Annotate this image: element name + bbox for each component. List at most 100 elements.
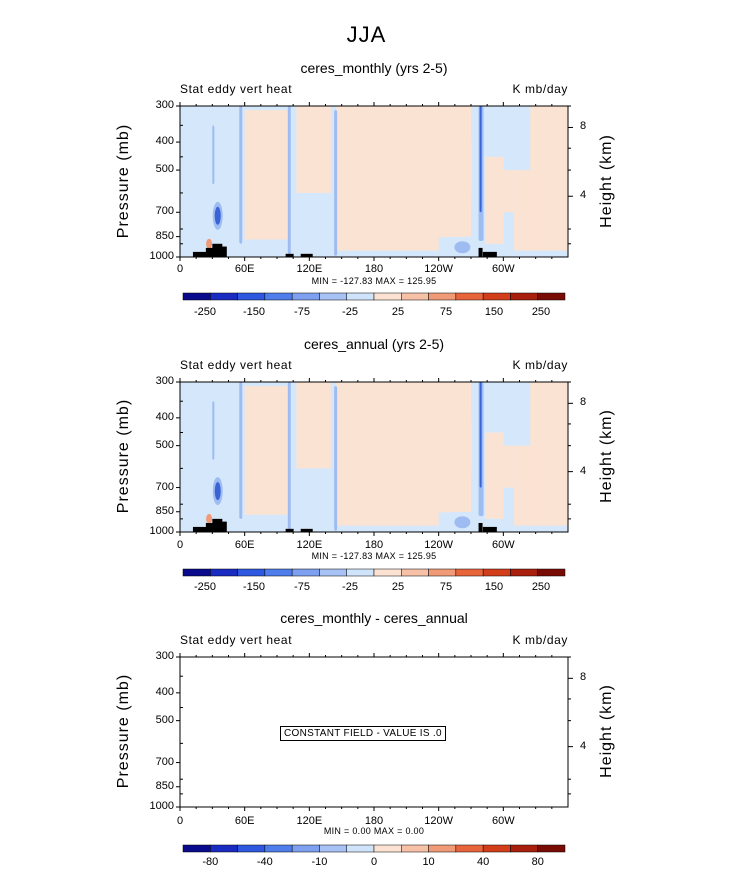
heatmap-cell bbox=[287, 382, 291, 532]
y-tick-label: 500 bbox=[155, 163, 174, 176]
constant-field-label: CONSTANT FIELD - VALUE IS .0 bbox=[280, 726, 446, 741]
min-max-label: MIN = -127.83 MAX = 125.95 bbox=[311, 276, 437, 286]
heatmap-cell bbox=[214, 482, 221, 501]
right-tick-label: 8 bbox=[580, 120, 587, 133]
labelbar-box bbox=[264, 568, 293, 577]
heatmap-cell bbox=[454, 241, 471, 254]
labelbar-box bbox=[373, 844, 402, 853]
heatmap-cell bbox=[485, 156, 504, 244]
x-tick-label: 60E bbox=[234, 263, 255, 275]
labelbar-label: -250 bbox=[193, 306, 217, 318]
y-tick-label: 400 bbox=[155, 685, 174, 698]
labelbar-label: -25 bbox=[342, 306, 358, 318]
labelbar-box bbox=[291, 844, 320, 853]
labelbar-box bbox=[401, 844, 429, 853]
right-string: K mb/day bbox=[512, 633, 568, 647]
left-string: Stat eddy vert heat bbox=[180, 358, 293, 372]
labelbar-box bbox=[428, 844, 457, 853]
labelbar-label: 75 bbox=[439, 581, 453, 593]
heatmap-cell bbox=[514, 445, 533, 526]
topography bbox=[478, 522, 483, 532]
y-tick-label: 500 bbox=[155, 713, 174, 726]
labelbar-label: -150 bbox=[242, 306, 266, 318]
labelbar-box bbox=[182, 568, 211, 577]
topography bbox=[482, 251, 497, 257]
topography bbox=[205, 247, 214, 257]
x-tick-label: 60E bbox=[234, 539, 255, 551]
heatmap-cell bbox=[212, 125, 215, 185]
heatmap-cell bbox=[485, 432, 504, 519]
panel-title: ceres_monthly - ceres_annual bbox=[280, 610, 468, 626]
y-tick-label: 850 bbox=[155, 504, 174, 517]
heatmap-cell bbox=[244, 386, 288, 515]
heatmap-cell bbox=[334, 110, 338, 256]
min-max-label: MIN = 0.00 MAX = 0.00 bbox=[323, 826, 425, 836]
labelbar-box bbox=[346, 292, 375, 301]
labelbar-label: 10 bbox=[422, 856, 435, 868]
heatmap-cell bbox=[479, 382, 482, 488]
labelbar-box bbox=[182, 292, 211, 301]
labelbar-label: 0 bbox=[370, 856, 378, 868]
heatmap-cell bbox=[214, 206, 221, 225]
right-tick-label: 8 bbox=[580, 396, 587, 409]
labelbar-label: 150 bbox=[484, 306, 504, 318]
y-tick-label: 700 bbox=[155, 480, 174, 493]
labelbar-label: -40 bbox=[256, 856, 273, 868]
x-tick-label: 120W bbox=[424, 539, 454, 551]
heatmap-cell bbox=[341, 108, 472, 240]
y-tick-label: 1000 bbox=[149, 250, 174, 262]
labelbar-box bbox=[264, 292, 293, 301]
right-axis-title: Height (km) bbox=[598, 409, 615, 503]
min-max-label: MIN = -127.83 MAX = 125.95 bbox=[311, 551, 437, 561]
y-tick-label: 300 bbox=[155, 375, 174, 387]
right-tick-label: 4 bbox=[580, 464, 587, 477]
labelbar-box bbox=[237, 292, 266, 301]
panel-title: ceres_monthly (yrs 2-5) bbox=[300, 60, 448, 76]
heatmap-cell bbox=[244, 110, 288, 240]
labelbar-label: 25 bbox=[391, 306, 405, 318]
labelbar-label: 80 bbox=[531, 856, 544, 868]
labelbar-box bbox=[482, 292, 511, 301]
left-string: Stat eddy vert heat bbox=[180, 633, 293, 647]
labelbar-box bbox=[210, 568, 238, 577]
labelbar-label: 25 bbox=[391, 581, 405, 593]
labelbar-label: 250 bbox=[531, 306, 551, 318]
labelbar-box bbox=[482, 568, 511, 577]
labelbar-box bbox=[455, 568, 484, 577]
labelbar-box bbox=[428, 568, 457, 577]
labelbar-box bbox=[237, 844, 266, 853]
labelbar-label: 40 bbox=[477, 856, 490, 868]
labelbar-label: -75 bbox=[294, 581, 310, 593]
labelbar-box bbox=[510, 292, 538, 301]
y-axis-title: Pressure (mb) bbox=[115, 398, 132, 514]
x-tick-label: 60W bbox=[492, 539, 515, 551]
right-axis-title: Height (km) bbox=[598, 133, 615, 228]
y-axis-title: Pressure (mb) bbox=[115, 123, 132, 238]
labelbar-box bbox=[401, 292, 429, 301]
labelbar-box bbox=[346, 844, 375, 853]
x-tick-label: 120E bbox=[296, 263, 323, 275]
labelbar-label: -75 bbox=[294, 306, 310, 318]
labelbar-box bbox=[373, 292, 402, 301]
x-tick-label: 120E bbox=[296, 815, 323, 827]
x-tick-label: 180 bbox=[364, 815, 384, 827]
labelbar-box bbox=[291, 292, 320, 301]
heatmap-cell bbox=[296, 382, 331, 469]
labelbar-box bbox=[319, 568, 347, 577]
labelbar-box bbox=[291, 568, 320, 577]
labelbar-label: -150 bbox=[242, 581, 266, 593]
heatmap-cell bbox=[239, 382, 243, 519]
x-tick-label: 0 bbox=[176, 539, 184, 551]
x-tick-label: 120W bbox=[424, 815, 454, 827]
panel-title: ceres_annual (yrs 2-5) bbox=[303, 336, 445, 352]
heatmap-cell bbox=[530, 106, 568, 251]
topography bbox=[300, 528, 313, 532]
heatmap-cell bbox=[206, 238, 213, 249]
heatmap-cell bbox=[296, 106, 331, 193]
x-tick-label: 180 bbox=[364, 263, 384, 275]
x-tick-label: 60W bbox=[492, 815, 515, 827]
y-tick-label: 400 bbox=[155, 410, 174, 423]
y-tick-label: 400 bbox=[155, 135, 174, 148]
labelbar-label: 75 bbox=[439, 306, 453, 318]
